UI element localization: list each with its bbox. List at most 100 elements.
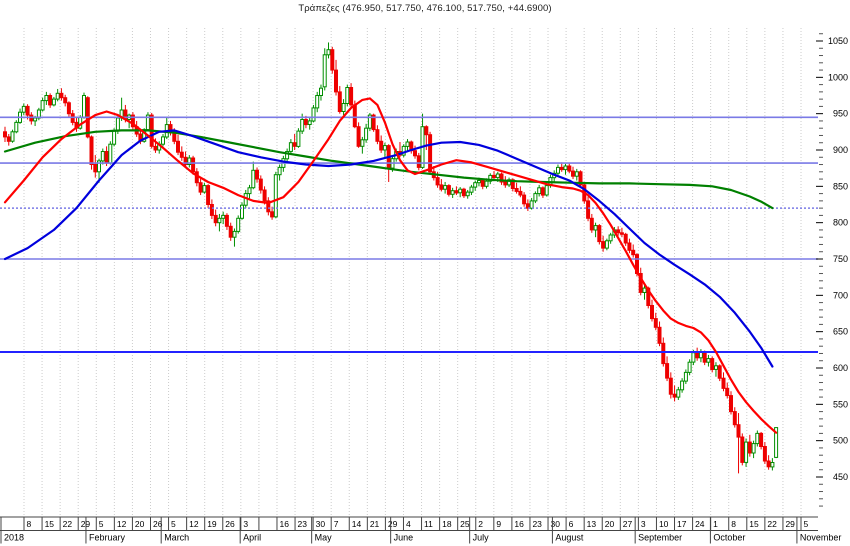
candle (533, 193, 538, 202)
svg-text:21: 21 (370, 519, 380, 529)
candle (405, 141, 410, 147)
candle (240, 204, 244, 219)
candle (315, 95, 320, 109)
svg-text:30: 30 (316, 519, 326, 529)
svg-text:June: June (394, 533, 414, 543)
candle (221, 214, 226, 219)
candle (601, 241, 606, 249)
svg-text:22: 22 (767, 519, 777, 529)
candle (130, 114, 135, 128)
candle (371, 114, 376, 131)
candle (435, 177, 440, 186)
candle (597, 225, 602, 243)
svg-text:600: 600 (833, 363, 848, 373)
candle (589, 217, 594, 231)
candle (762, 446, 767, 462)
candle (721, 377, 726, 389)
candle (672, 393, 677, 398)
candle (695, 352, 700, 359)
candle (352, 104, 357, 128)
candle (224, 214, 229, 227)
svg-text:26: 26 (153, 519, 163, 529)
candle (740, 436, 745, 463)
candle (382, 145, 387, 151)
svg-text:February: February (89, 533, 126, 543)
svg-text:14: 14 (352, 519, 362, 529)
candle (55, 92, 60, 100)
svg-text:16: 16 (279, 519, 289, 529)
candle (251, 169, 256, 189)
svg-text:4: 4 (406, 519, 411, 529)
svg-text:3: 3 (641, 519, 646, 529)
candle (401, 145, 406, 156)
svg-text:March: March (164, 533, 189, 543)
candle (446, 185, 451, 195)
svg-text:16: 16 (514, 519, 524, 529)
svg-text:1000: 1000 (828, 72, 848, 82)
candle (563, 165, 568, 171)
candle (702, 351, 707, 363)
candle (217, 217, 222, 224)
svg-text:8: 8 (27, 519, 32, 529)
candle (296, 130, 301, 147)
candle (341, 103, 346, 112)
candle (270, 211, 275, 218)
candle (33, 117, 38, 122)
candle (360, 139, 365, 147)
svg-text:5: 5 (804, 519, 809, 529)
candle (89, 136, 94, 165)
candle (288, 142, 293, 152)
support-resistance-levels (0, 116, 818, 354)
candle (66, 102, 71, 115)
candle (21, 105, 26, 113)
candle (755, 432, 760, 445)
candle (285, 151, 290, 160)
candle (631, 249, 636, 256)
candle (337, 91, 342, 113)
candle (616, 229, 621, 234)
candle (676, 389, 681, 398)
candle (510, 179, 515, 190)
candle (465, 191, 470, 197)
svg-text:5: 5 (99, 519, 104, 529)
candle (642, 287, 647, 294)
y-axis: 1050 1000 950 900 850 800 750 700 650 600 550 500 45… (816, 33, 848, 507)
candle (356, 126, 361, 147)
candle (604, 240, 609, 249)
candle (364, 127, 369, 141)
candlestick-series (3, 42, 779, 474)
candle (653, 318, 658, 328)
candle (450, 190, 455, 195)
candle (714, 365, 718, 370)
svg-text:26: 26 (225, 519, 235, 529)
candle (228, 225, 233, 238)
candle (567, 165, 572, 172)
svg-text:700: 700 (833, 290, 848, 300)
svg-text:800: 800 (833, 218, 848, 228)
candle (578, 171, 583, 186)
candle (379, 140, 384, 151)
candle (480, 180, 485, 187)
svg-text:17: 17 (677, 519, 687, 529)
candle (646, 287, 651, 307)
candle (179, 151, 184, 158)
svg-text:6: 6 (569, 519, 574, 529)
candle (586, 200, 591, 219)
candle (104, 151, 109, 164)
svg-text:18: 18 (442, 519, 452, 529)
candle (650, 305, 654, 320)
candle (25, 105, 30, 116)
candle (766, 460, 771, 468)
svg-text:August: August (555, 533, 584, 543)
svg-text:2: 2 (478, 519, 483, 529)
candle (266, 200, 271, 213)
svg-text:November: November (800, 533, 842, 543)
candle (115, 117, 120, 132)
candle (751, 443, 756, 454)
candle (559, 166, 564, 171)
candle (514, 188, 519, 192)
candle (187, 157, 192, 165)
candle (461, 188, 466, 197)
